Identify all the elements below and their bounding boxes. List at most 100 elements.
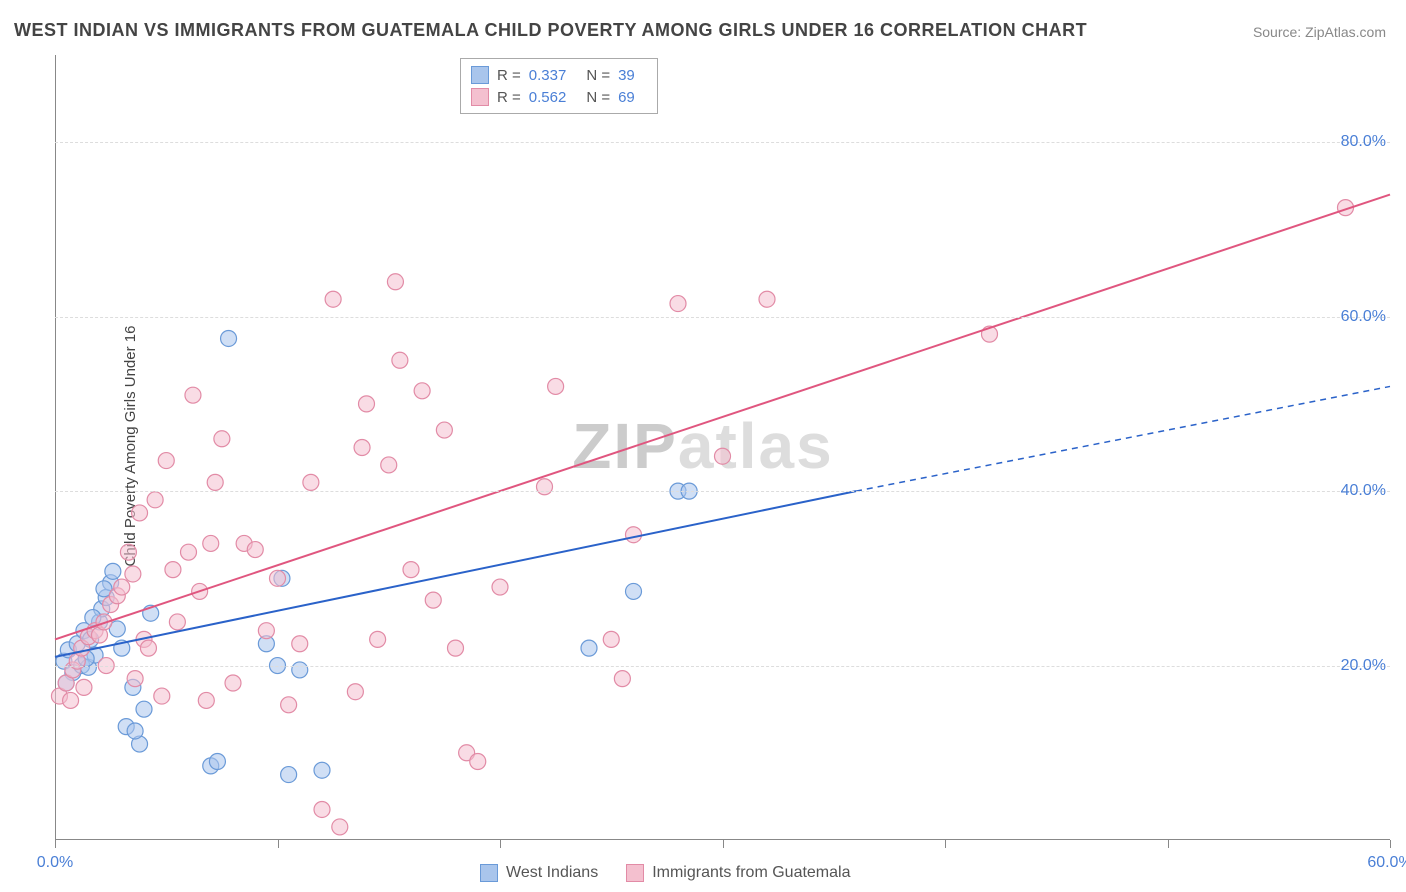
scatter-point bbox=[603, 631, 619, 647]
scatter-point bbox=[537, 479, 553, 495]
scatter-point bbox=[392, 352, 408, 368]
x-tick bbox=[278, 840, 279, 848]
scatter-point bbox=[270, 570, 286, 586]
scatter-point bbox=[209, 754, 225, 770]
scatter-point bbox=[158, 453, 174, 469]
scatter-point bbox=[225, 675, 241, 691]
scatter-point bbox=[614, 671, 630, 687]
x-tick-label: 60.0% bbox=[1367, 854, 1406, 872]
r-value-west-indians: 0.337 bbox=[529, 67, 567, 84]
scatter-point bbox=[185, 387, 201, 403]
scatter-point bbox=[127, 671, 143, 687]
r-value-guatemala: 0.562 bbox=[529, 89, 567, 106]
r-label: R = bbox=[497, 89, 521, 106]
scatter-point bbox=[181, 544, 197, 560]
x-tick bbox=[1390, 840, 1391, 848]
scatter-point bbox=[314, 801, 330, 817]
y-tick-label: 20.0% bbox=[1341, 657, 1386, 675]
scatter-point bbox=[715, 448, 731, 464]
x-tick bbox=[723, 840, 724, 848]
source-prefix: Source: bbox=[1253, 24, 1305, 40]
legend-item-west-indians: West Indians bbox=[480, 864, 598, 882]
scatter-point bbox=[387, 274, 403, 290]
scatter-point bbox=[154, 688, 170, 704]
scatter-point bbox=[448, 640, 464, 656]
trend-line bbox=[55, 195, 1390, 640]
scatter-point bbox=[221, 330, 237, 346]
scatter-point bbox=[207, 474, 223, 490]
correlation-legend: R = 0.337 N = 39 R = 0.562 N = 69 bbox=[460, 58, 658, 114]
source-attribution: Source: ZipAtlas.com bbox=[1253, 24, 1386, 40]
source-name: ZipAtlas.com bbox=[1305, 24, 1386, 40]
scatter-point bbox=[165, 562, 181, 578]
scatter-point bbox=[140, 640, 156, 656]
swatch-west-indians-bottom bbox=[480, 864, 498, 882]
scatter-point bbox=[105, 563, 121, 579]
scatter-point bbox=[198, 692, 214, 708]
scatter-point bbox=[370, 631, 386, 647]
scatter-point bbox=[203, 535, 219, 551]
scatter-point bbox=[470, 754, 486, 770]
swatch-west-indians bbox=[471, 66, 489, 84]
scatter-point bbox=[325, 291, 341, 307]
scatter-point bbox=[281, 697, 297, 713]
scatter-point bbox=[292, 636, 308, 652]
scatter-point bbox=[147, 492, 163, 508]
chart-title: WEST INDIAN VS IMMIGRANTS FROM GUATEMALA… bbox=[14, 20, 1087, 41]
y-tick-label: 60.0% bbox=[1341, 308, 1386, 326]
scatter-point bbox=[127, 723, 143, 739]
x-tick bbox=[55, 840, 56, 848]
scatter-point bbox=[292, 662, 308, 678]
gridline-h bbox=[55, 666, 1390, 667]
scatter-point bbox=[76, 679, 92, 695]
scatter-point bbox=[354, 440, 370, 456]
scatter-point bbox=[403, 562, 419, 578]
scatter-point bbox=[136, 701, 152, 717]
scatter-point bbox=[125, 566, 141, 582]
trend-line-extrapolated bbox=[856, 386, 1390, 491]
series-legend: West Indians Immigrants from Guatemala bbox=[480, 864, 850, 882]
scatter-point bbox=[626, 583, 642, 599]
scatter-point bbox=[247, 542, 263, 558]
scatter-point bbox=[381, 457, 397, 473]
chart-svg bbox=[55, 55, 1390, 840]
x-tick-label: 0.0% bbox=[37, 854, 73, 872]
scatter-point bbox=[626, 527, 642, 543]
x-tick bbox=[945, 840, 946, 848]
x-tick bbox=[1168, 840, 1169, 848]
gridline-h bbox=[55, 317, 1390, 318]
y-tick-label: 40.0% bbox=[1341, 482, 1386, 500]
scatter-point bbox=[332, 819, 348, 835]
scatter-point bbox=[63, 692, 79, 708]
scatter-point bbox=[120, 544, 136, 560]
scatter-point bbox=[303, 474, 319, 490]
y-tick-label: 80.0% bbox=[1341, 133, 1386, 151]
n-value-guatemala: 69 bbox=[618, 89, 635, 106]
swatch-guatemala bbox=[471, 88, 489, 106]
legend-label-west-indians: West Indians bbox=[506, 864, 598, 882]
n-label: N = bbox=[586, 67, 610, 84]
gridline-h bbox=[55, 142, 1390, 143]
scatter-point bbox=[132, 505, 148, 521]
x-tick bbox=[500, 840, 501, 848]
scatter-point bbox=[581, 640, 597, 656]
scatter-point bbox=[258, 623, 274, 639]
scatter-point bbox=[359, 396, 375, 412]
scatter-point bbox=[425, 592, 441, 608]
scatter-point bbox=[114, 579, 130, 595]
legend-row-guatemala: R = 0.562 N = 69 bbox=[471, 86, 647, 108]
gridline-h bbox=[55, 491, 1390, 492]
scatter-point bbox=[347, 684, 363, 700]
scatter-point bbox=[214, 431, 230, 447]
scatter-point bbox=[314, 762, 330, 778]
scatter-point bbox=[436, 422, 452, 438]
scatter-point bbox=[759, 291, 775, 307]
legend-row-west-indians: R = 0.337 N = 39 bbox=[471, 64, 647, 86]
scatter-point bbox=[670, 296, 686, 312]
legend-label-guatemala: Immigrants from Guatemala bbox=[652, 864, 850, 882]
legend-item-guatemala: Immigrants from Guatemala bbox=[626, 864, 850, 882]
scatter-point bbox=[281, 767, 297, 783]
n-value-west-indians: 39 bbox=[618, 67, 635, 84]
scatter-point bbox=[548, 378, 564, 394]
n-label: N = bbox=[586, 89, 610, 106]
